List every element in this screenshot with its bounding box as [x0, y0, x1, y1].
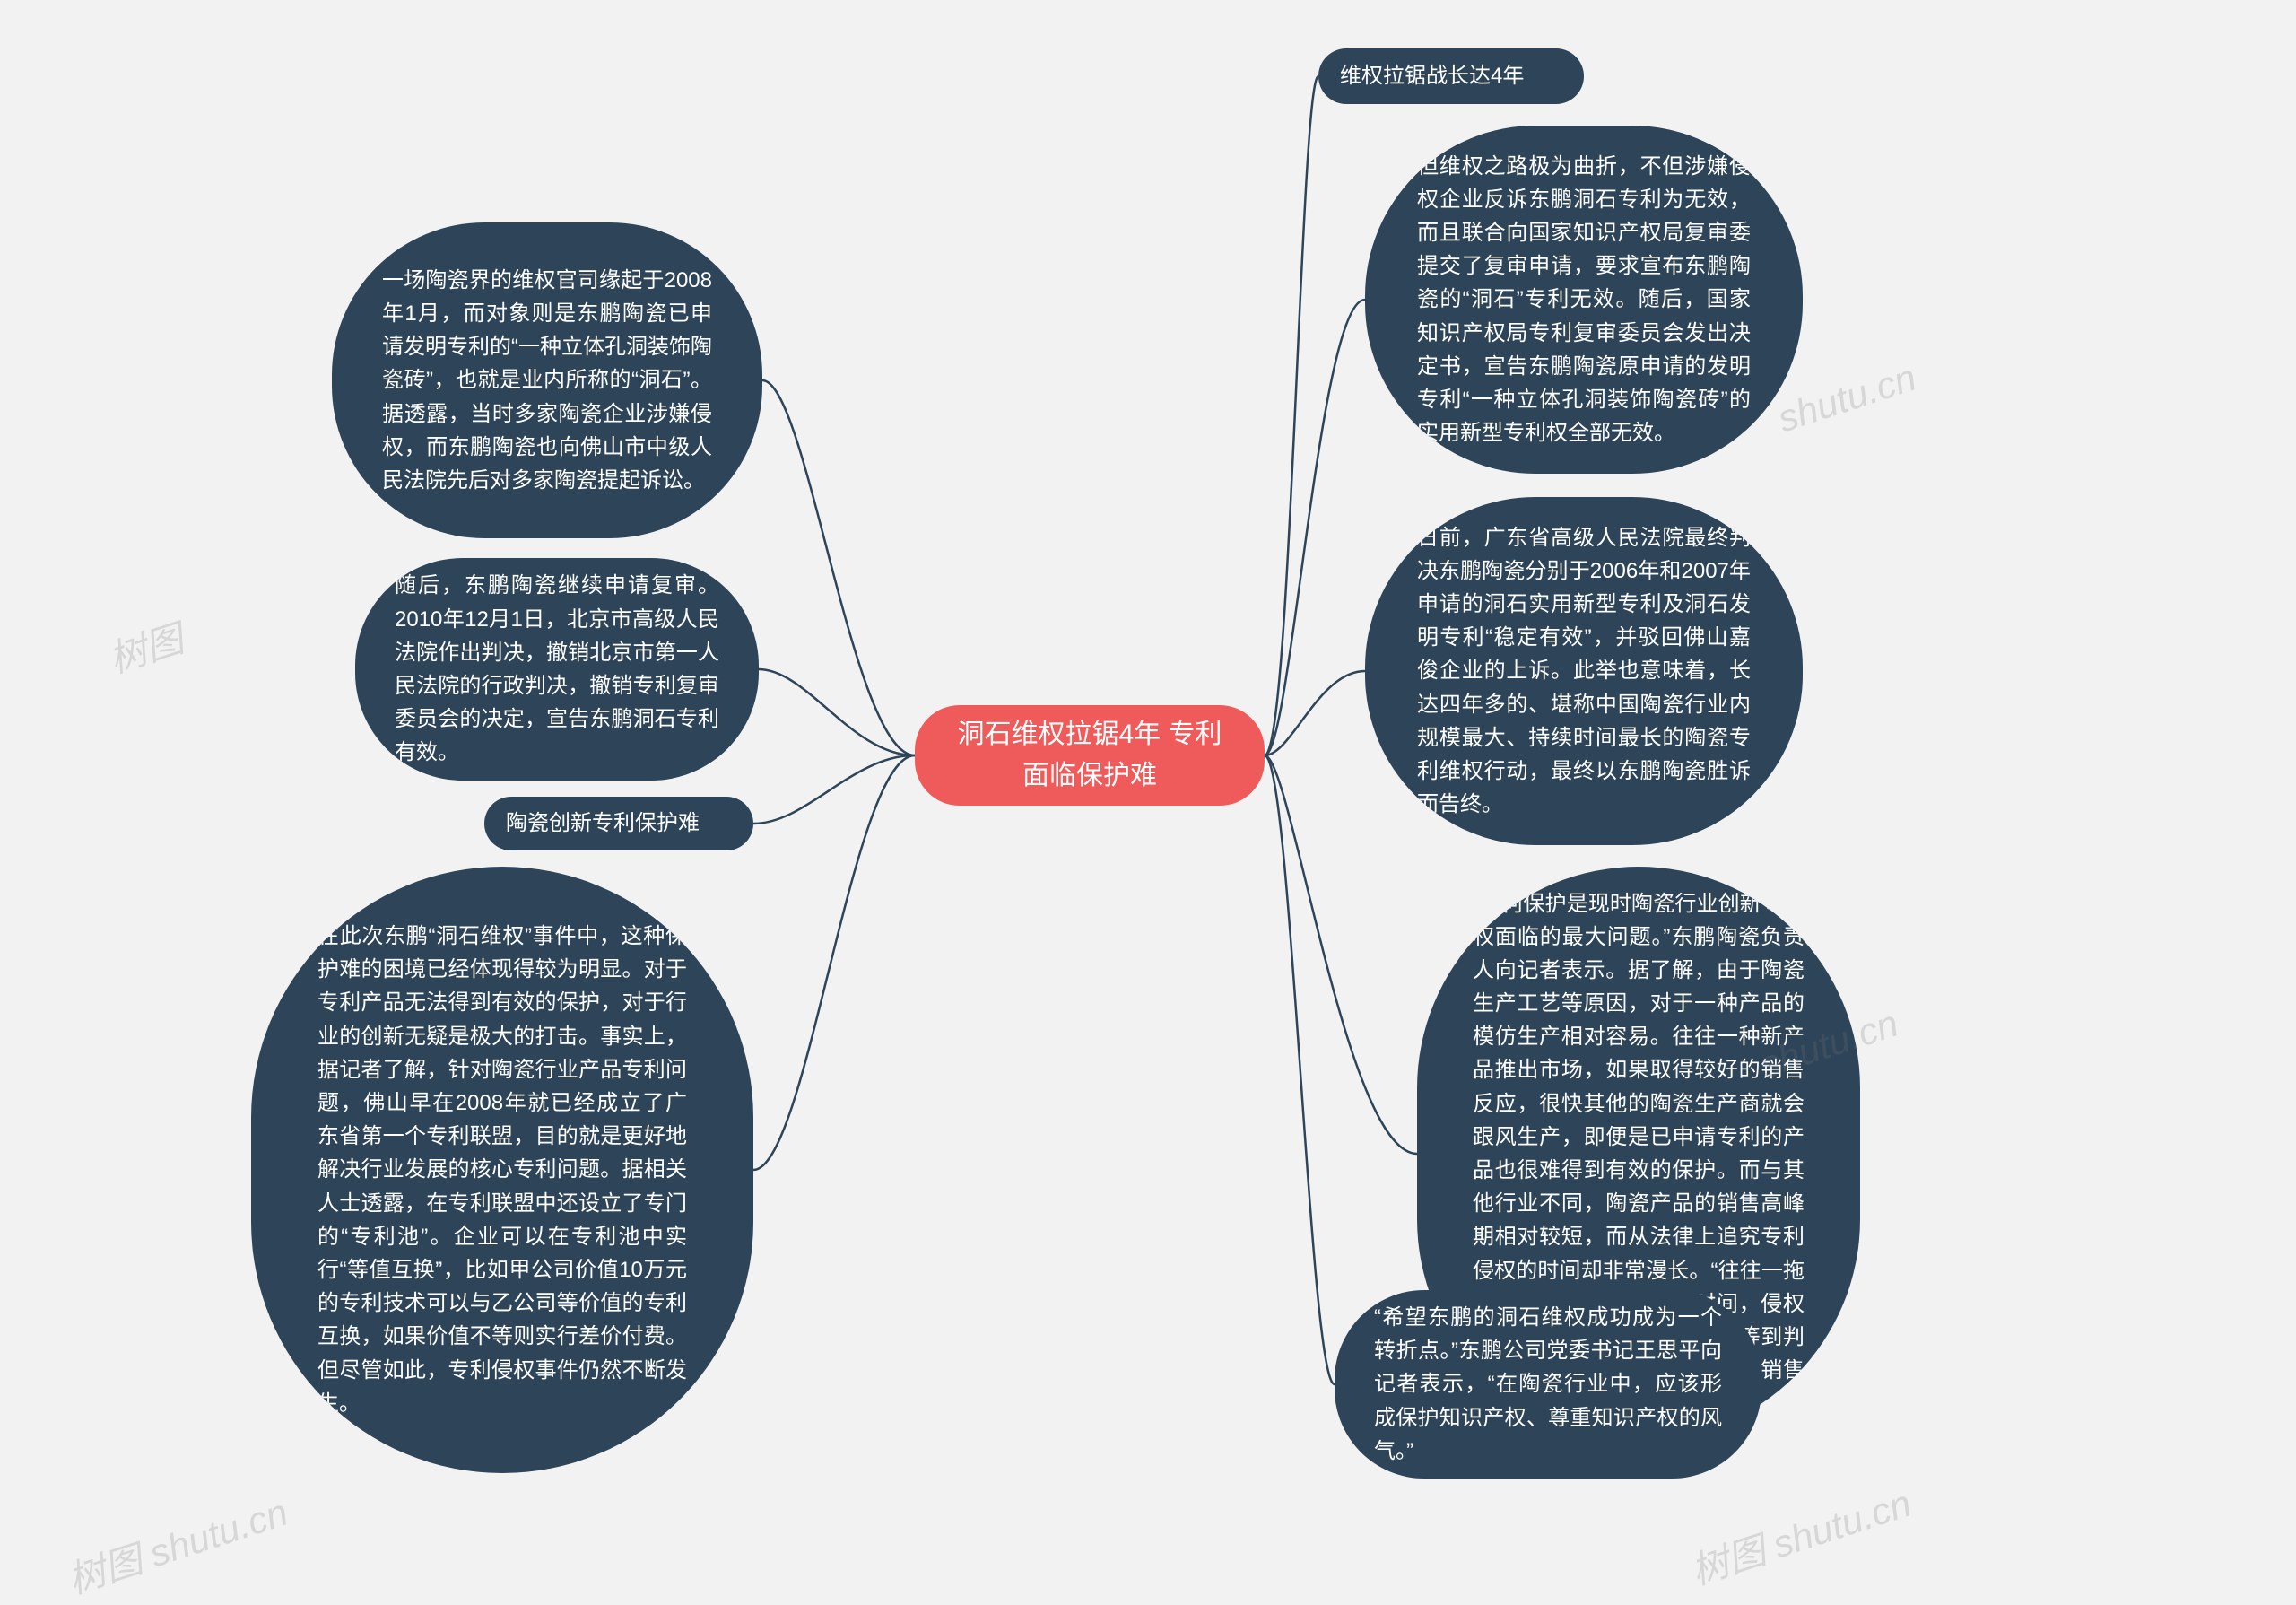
mindmap-canvas: 洞石维权拉锯4年 专利面临保护难 一场陶瓷界的维权官司缘起于2008年1月，而对象… — [0, 0, 2296, 1537]
edge-r5 — [1265, 755, 1335, 1384]
node-r5[interactable]: “希望东鹏的洞石维权成功成为一个转折点。”东鹏公司党委书记王思平向记者表示，“在… — [1335, 1290, 1761, 1479]
node-l4-text: 在此次东鹏“洞石维权”事件中，这种保护难的困境已经体现得较为明显。对于专利产品无… — [317, 920, 687, 1420]
center-node-text: 洞石维权拉锯4年 专利面临保护难 — [951, 714, 1229, 798]
node-r5-text: “希望东鹏的洞石维权成功成为一个转折点。”东鹏公司党委书记王思平向记者表示，“在… — [1374, 1301, 1722, 1468]
node-l1-text: 一场陶瓷界的维权官司缘起于2008年1月，而对象则是东鹏陶瓷已申请发明专利的“一… — [382, 264, 712, 497]
edge-l2 — [759, 669, 915, 755]
node-l3-text: 陶瓷创新专利保护难 — [506, 807, 732, 840]
edge-r4 — [1265, 755, 1417, 1154]
edge-l1 — [762, 380, 915, 755]
watermark: shutu.cn — [1772, 356, 1921, 441]
node-r3-text: 日前，广东省高级人民法院最终判决东鹏陶瓷分别于2006年和2007年申请的洞石实… — [1417, 521, 1751, 822]
watermark: 树图 shutu.cn — [60, 1482, 294, 1605]
node-r1-text: 维权拉锯战长达4年 — [1340, 59, 1562, 92]
node-l3[interactable]: 陶瓷创新专利保护难 — [484, 797, 753, 850]
node-r1[interactable]: 维权拉锯战长达4年 — [1318, 48, 1584, 104]
node-r2[interactable]: 但维权之路极为曲折，不但涉嫌侵权企业反诉东鹏洞石专利为无效，而且联合向国家知识产… — [1365, 126, 1803, 474]
node-l1[interactable]: 一场陶瓷界的维权官司缘起于2008年1月，而对象则是东鹏陶瓷已申请发明专利的“一… — [332, 222, 762, 538]
node-r3[interactable]: 日前，广东省高级人民法院最终判决东鹏陶瓷分别于2006年和2007年申请的洞石实… — [1365, 497, 1803, 845]
watermark: 树图 — [101, 609, 190, 685]
center-node[interactable]: 洞石维权拉锯4年 专利面临保护难 — [915, 705, 1265, 806]
node-l2-text: 随后，东鹏陶瓷继续申请复审。2010年12月1日，北京市高级人民法院作出判决，撤… — [395, 569, 719, 769]
edge-r1 — [1265, 76, 1318, 755]
edge-l3 — [753, 755, 915, 824]
node-l4[interactable]: 在此次东鹏“洞石维权”事件中，这种保护难的困境已经体现得较为明显。对于专利产品无… — [251, 867, 753, 1473]
edge-r3 — [1265, 671, 1365, 755]
watermark: 树图 shutu.cn — [1683, 1473, 1918, 1596]
node-l2[interactable]: 随后，东鹏陶瓷继续申请复审。2010年12月1日，北京市高级人民法院作出判决，撤… — [355, 558, 759, 781]
edge-l4 — [753, 755, 915, 1170]
node-r2-text: 但维权之路极为曲折，不但涉嫌侵权企业反诉东鹏洞石专利为无效，而且联合向国家知识产… — [1417, 150, 1751, 450]
edge-r2 — [1265, 300, 1365, 755]
